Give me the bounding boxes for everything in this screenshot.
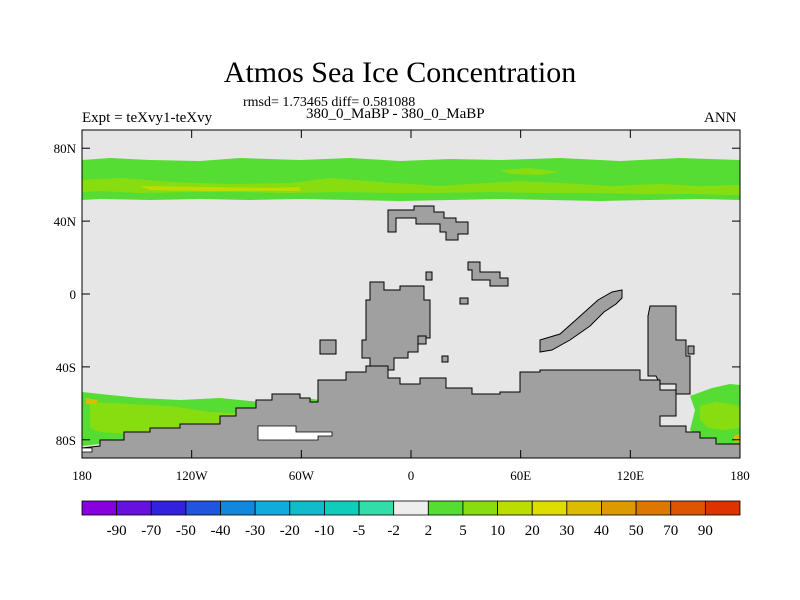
colorbar-label: 10 — [490, 523, 505, 539]
antarctic-ice-east-inner — [700, 402, 740, 430]
antarctic-mask-a — [257, 425, 333, 441]
colorbar-label: 40 — [594, 523, 609, 539]
lat-tick-label: 40N — [54, 214, 77, 229]
colorbar-label: 2 — [425, 523, 433, 539]
colorbar: -90 -70 -50 -40 -30 -20 -10 -5 -2 2 5 10 20 30 40 50 70 9… — [81, 500, 741, 539]
lon-tick-label: 180 — [730, 468, 750, 483]
lat-tick-label: 80S — [56, 433, 76, 448]
colorbar-swatch — [81, 500, 118, 516]
colorbar-label: -2 — [387, 523, 400, 539]
season-label: ANN — [704, 110, 737, 126]
colorbar-swatch — [324, 500, 360, 516]
lon-tick-label: 120W — [176, 468, 209, 483]
colorbar-label: -10 — [314, 523, 334, 539]
arctic-ice-band-core — [140, 186, 300, 191]
lat-tick-label: 0 — [70, 287, 77, 302]
antarctic-mask-b — [82, 447, 93, 453]
lon-tick-label: 180 — [72, 468, 92, 483]
stats-line: rmsd= 1.73465 diff= 0.581088 — [243, 95, 416, 110]
colorbar-swatch — [670, 500, 706, 516]
latitude-ticks: 80N 40N 0 40S 80S — [54, 141, 740, 448]
colorbar-label: -20 — [280, 523, 300, 539]
lon-tick-label: 0 — [408, 468, 415, 483]
colorbar-swatch — [497, 500, 533, 516]
colorbar-swatch — [427, 500, 464, 516]
colorbar-swatch — [289, 500, 325, 516]
colorbar-label: -70 — [141, 523, 161, 539]
colorbar-label: 20 — [525, 523, 540, 539]
lon-tick-label: 60E — [510, 468, 531, 483]
longitude-ticks: 180 120W 60W 0 60E 120E 180 — [72, 130, 750, 483]
colorbar-swatch — [220, 500, 256, 516]
antarctic-ice-band-inner — [90, 402, 320, 434]
colorbar-swatch — [601, 500, 637, 516]
lat-tick-label: 40S — [56, 360, 76, 375]
lon-tick-label: 120E — [617, 468, 645, 483]
colorbar-label: 30 — [559, 523, 574, 539]
colorbar-swatch — [254, 500, 291, 516]
antarctic-ice-patch-a — [86, 398, 98, 404]
colorbar-label: 50 — [629, 523, 644, 539]
lon-tick-label: 60W — [289, 468, 315, 483]
colorbar-swatch — [704, 500, 741, 516]
colorbar-swatch — [358, 500, 395, 516]
colorbar-label: -30 — [245, 523, 265, 539]
colorbar-label: 90 — [698, 523, 713, 539]
arctic-ice-band — [82, 158, 740, 201]
colorbar-swatch — [566, 500, 602, 516]
colorbar-swatch — [531, 500, 568, 516]
plot-title: Atmos Sea Ice Concentration — [223, 56, 577, 89]
arctic-ice-patch — [500, 168, 560, 175]
lat-tick-label: 80N — [54, 141, 77, 156]
colorbar-label: -40 — [211, 523, 231, 539]
colorbar-label: 70 — [663, 523, 678, 539]
map-field — [82, 130, 740, 458]
colorbar-label: -90 — [107, 523, 127, 539]
colorbar-label: 5 — [459, 523, 467, 539]
colorbar-swatch — [185, 500, 221, 516]
colorbar-label: -50 — [176, 523, 196, 539]
colorbar-swatch — [116, 500, 152, 516]
colorbar-swatch — [635, 500, 672, 516]
colorbar-label: -5 — [353, 523, 366, 539]
colorbar-swatch — [150, 500, 187, 516]
colorbar-swatch — [462, 500, 498, 516]
experiment-label: Expt = teXvy1-teXvy — [82, 110, 213, 126]
colorbar-swatch — [393, 500, 429, 516]
subtitle: 380_0_MaBP - 380_0_MaBP — [306, 106, 485, 122]
land-masses — [82, 205, 740, 458]
